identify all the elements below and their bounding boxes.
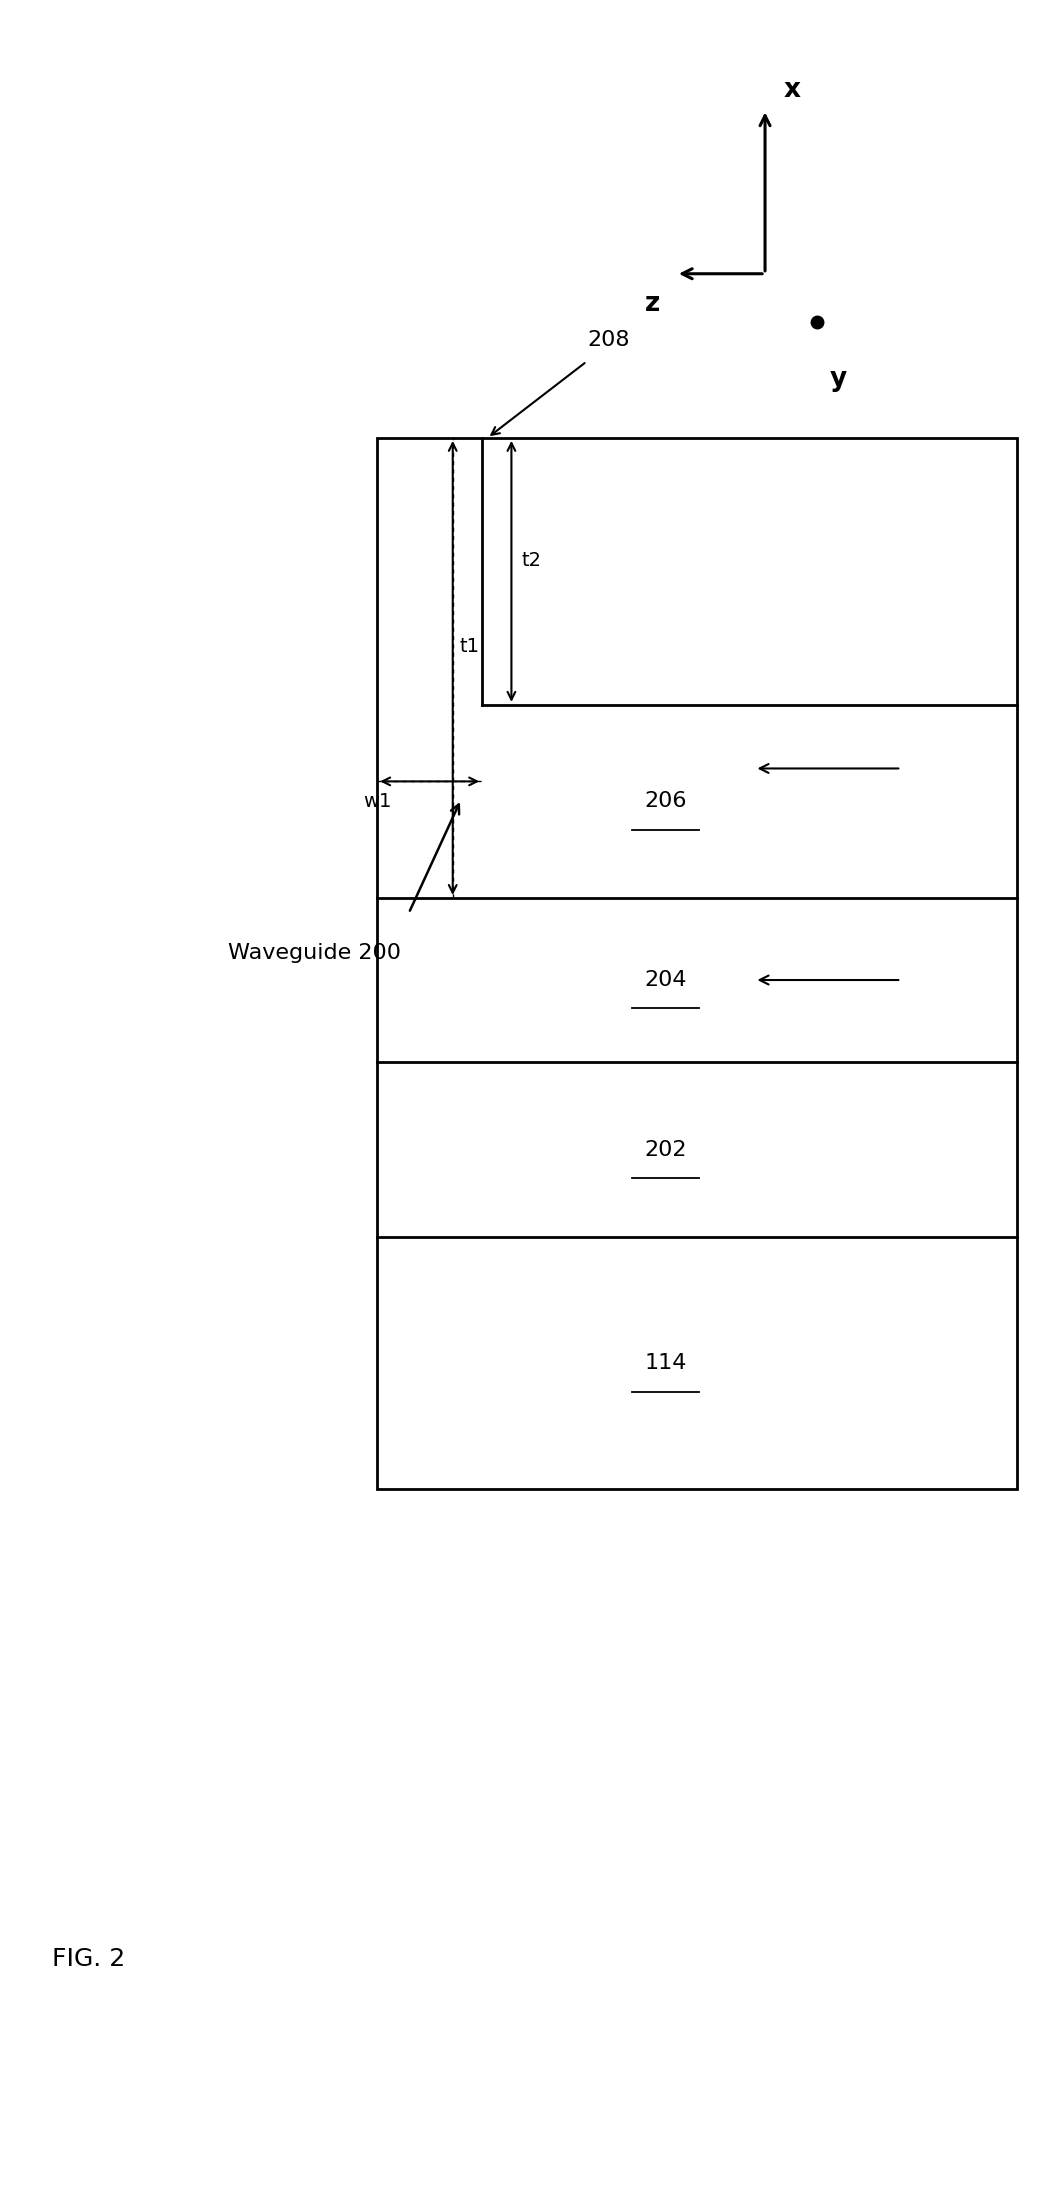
Text: y: y — [830, 366, 847, 392]
Text: 202: 202 — [645, 1139, 686, 1161]
Text: FIG. 2: FIG. 2 — [52, 1947, 126, 1971]
Bar — [377, 438, 1017, 1489]
Text: 206: 206 — [645, 791, 686, 810]
Text: w1: w1 — [363, 793, 392, 810]
Text: 208: 208 — [587, 331, 630, 350]
Text: z: z — [645, 291, 660, 318]
Text: 204: 204 — [645, 970, 686, 990]
Text: t2: t2 — [522, 552, 542, 569]
Text: Waveguide 200: Waveguide 200 — [227, 942, 401, 964]
Text: t1: t1 — [459, 637, 479, 655]
Text: 114: 114 — [645, 1353, 686, 1373]
Text: x: x — [784, 77, 801, 103]
